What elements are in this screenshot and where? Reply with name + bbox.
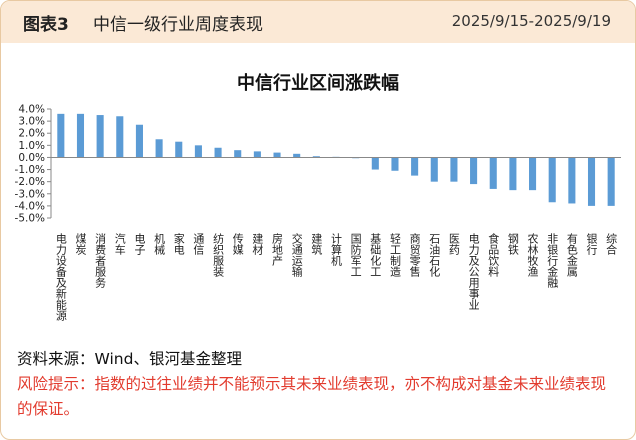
category-label: 轻工制造 <box>388 232 401 277</box>
bar <box>175 141 183 158</box>
category-label: 房地产 <box>271 233 284 267</box>
bar <box>312 156 320 158</box>
category-label: 计算机 <box>330 233 343 266</box>
bar <box>568 157 576 204</box>
y-tick-label: -3.0% <box>15 188 45 200</box>
bar <box>96 115 104 158</box>
bar <box>116 116 124 158</box>
risk-warning: 风险提示：指数的过往业绩并不能预示其未来业绩表现，亦不构成对基金未来业绩表现的保… <box>17 375 607 418</box>
figure-label: 图表3 <box>23 15 69 35</box>
bar-chart: 4.0%3.0%2.0%1.0%0.0%-1.0%-2.0%-3.0%-4.0%… <box>15 104 621 322</box>
bar <box>430 157 438 182</box>
y-tick-label: 3.0% <box>18 116 45 128</box>
bar <box>371 157 379 170</box>
category-label: 交通运输 <box>290 232 303 278</box>
bar <box>411 157 419 176</box>
category-label: 通信 <box>192 233 205 256</box>
category-label: 非银行金融 <box>546 233 559 289</box>
bar <box>194 145 202 158</box>
category-label: 电子 <box>133 233 146 255</box>
bar <box>135 124 143 158</box>
category-label: 医药 <box>447 233 460 256</box>
bar <box>489 157 497 189</box>
category-label: 消费者服务 <box>94 232 107 288</box>
category-label: 钢铁 <box>506 233 519 255</box>
bar <box>76 113 85 158</box>
category-label: 建筑 <box>310 232 323 255</box>
y-tick-label: 4.0% <box>18 104 45 116</box>
y-tick-label: -5.0% <box>15 213 45 225</box>
figure-header: 图表3 中信一级行业周度表现 2025/9/15-2025/9/19 <box>1 1 635 43</box>
bar <box>587 157 596 206</box>
category-label: 国防军工 <box>349 233 362 277</box>
date-range: 2025/9/15-2025/9/19 <box>451 12 611 30</box>
bar <box>273 152 281 158</box>
category-label: 煤炭 <box>74 233 87 256</box>
bar <box>607 157 615 206</box>
bar <box>293 153 301 158</box>
category-label: 有色金属 <box>565 232 578 278</box>
category-label: 汽车 <box>113 232 126 256</box>
bar <box>450 157 458 182</box>
bar <box>548 157 556 203</box>
bar <box>57 113 65 158</box>
source-note: 资料来源：Wind、银河基金整理 <box>17 350 242 368</box>
y-tick-label: -1.0% <box>15 164 45 176</box>
bar <box>391 157 399 171</box>
y-tick-label: -2.0% <box>15 176 45 188</box>
category-label: 石油石化 <box>428 233 441 278</box>
bar <box>509 157 517 191</box>
bar <box>214 147 222 158</box>
category-label: 综合 <box>605 232 618 255</box>
category-label: 银行 <box>585 232 598 256</box>
category-label: 电力设备及新能源 <box>54 233 67 322</box>
category-label: 电力及公用事业 <box>467 233 480 310</box>
bar <box>155 139 163 158</box>
category-label: 农林牧渔 <box>526 232 539 278</box>
chart-title: 中信行业区间涨跌幅 <box>237 73 399 94</box>
y-tick-label: 2.0% <box>18 128 45 140</box>
y-tick-label: 0.0% <box>18 152 45 164</box>
category-label: 家电 <box>172 232 185 255</box>
category-label: 基础化工 <box>369 233 382 277</box>
figure-title: 中信一级行业周度表现 <box>93 15 263 35</box>
category-label: 机械 <box>153 232 166 256</box>
category-label: 传媒 <box>231 233 244 256</box>
y-tick-label: 1.0% <box>18 140 45 152</box>
category-label: 食品饮料 <box>487 232 500 278</box>
bar <box>253 151 261 158</box>
category-label: 商贸零售 <box>408 232 421 278</box>
bar <box>470 157 478 185</box>
category-label: 纺织服装 <box>212 232 225 278</box>
bar <box>234 150 242 158</box>
category-label: 建材 <box>251 232 264 255</box>
bar <box>529 157 537 191</box>
y-tick-label: -4.0% <box>15 200 45 212</box>
